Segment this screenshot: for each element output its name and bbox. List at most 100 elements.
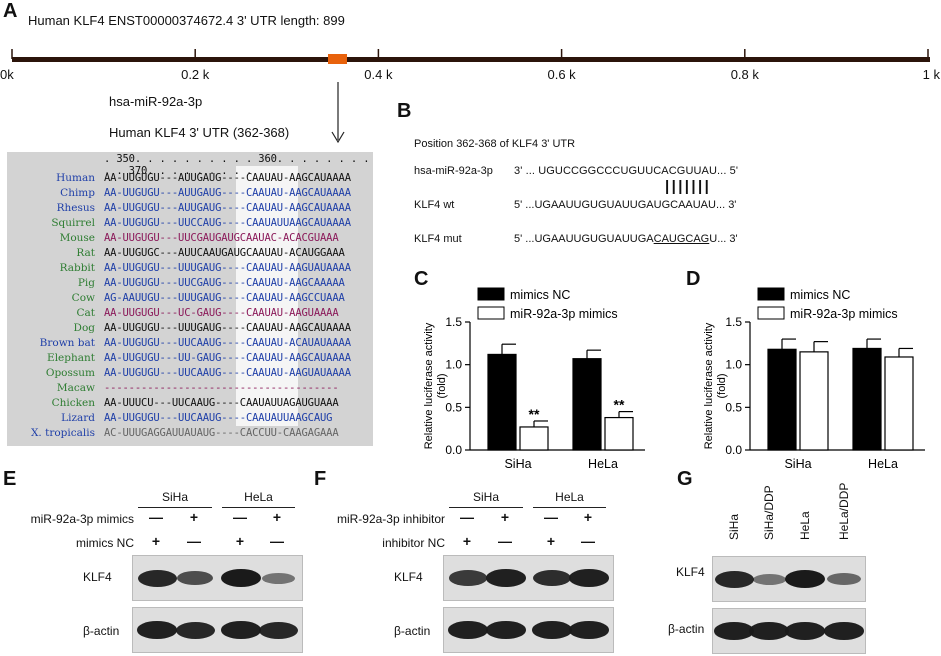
blot-band <box>177 571 213 585</box>
legend-swatch <box>757 306 785 320</box>
species-name: X. tropicalis <box>30 427 95 439</box>
treatment-sign: + <box>189 509 199 525</box>
bar <box>884 356 914 451</box>
y-tick-label: 1.5 <box>445 315 462 329</box>
y-tick-label: 0.5 <box>445 400 462 414</box>
utr-tick-label: 0.8 k <box>730 67 759 82</box>
species-name: Mouse <box>59 232 95 244</box>
conservation-alignment: . 350. . . . . . . . . . 360. . . . . . … <box>7 152 373 446</box>
blot-band <box>752 573 786 585</box>
alignment-row: Dog AA-UUGUGU---UUUGAUG----CAAUAU-AAGCAUA… <box>7 321 373 336</box>
panel-a-header: Human KLF4 ENST00000374672.4 3' UTR leng… <box>28 13 345 28</box>
alignment-row: Rabbit AA-UUGUGU---UUUGAUG----CAAUAU-AAGU… <box>7 261 373 276</box>
species-sequence: AA-UUGUGU---UU-GAUG----CAAUAU-AAGCAUAAAA <box>104 352 351 364</box>
control-sign: — <box>187 533 201 549</box>
blot-band <box>175 621 215 639</box>
bar <box>799 351 829 451</box>
alignment-row: Cat AA-UUGUGU---UC-GAUG----CAAUAU-AAGUAAA… <box>7 306 373 321</box>
wt-label: KLF4 wt <box>414 199 455 211</box>
species-sequence: AA-UUGUGU---AUUGAUG----CAAUAU-AAGCAUAAAA <box>104 172 351 184</box>
mut-sequence: 5' ...UGAAUUGUGUAUUGACAUGCAGU... 3' <box>514 233 738 245</box>
alignment-row: Chimp AA-UUGUGU---AUUGAUG----CAAUAU-AAGCA… <box>7 186 373 201</box>
lane-label: SiHa <box>727 513 741 540</box>
y-axis-label-unit: (fold) <box>716 373 728 398</box>
blot-band <box>569 621 609 639</box>
species-name: Dog <box>73 322 95 334</box>
klf4-blot <box>132 555 303 601</box>
species-name: Rabbit <box>59 262 95 274</box>
y-tick-label: 0.0 <box>725 443 742 457</box>
cell-group-line <box>222 507 295 508</box>
blot-band <box>486 569 526 587</box>
mut-seq-prefix: 5' ...UGAAUUGUGUAUUGA <box>514 233 654 245</box>
alignment-row: Squirrel AA-UUGUGU---UUCCAUG----CAAUAUUAA… <box>7 216 373 231</box>
legend-swatch <box>477 287 505 301</box>
species-sequence: AG-AAUUGU---UUUGAUG----CAAUAU-AAGCCUAAA <box>104 292 345 304</box>
legend-entry: mimics NC <box>790 288 850 302</box>
species-name: Chimp <box>60 187 95 199</box>
x-tick-label: SiHa <box>784 457 811 470</box>
bar <box>604 416 634 451</box>
blot-band <box>137 621 177 639</box>
species-name: Lizard <box>61 412 95 424</box>
species-sequence: AA-UUGUGU---UC-GAUG----CAAUAU-AAGUAAAA <box>104 307 339 319</box>
mut-label: KLF4 mut <box>414 233 462 245</box>
treatment-sign: — <box>460 509 474 525</box>
blot-band <box>714 622 754 640</box>
species-sequence: AA-UUGUGU---AUUGAUG----CAAUAU-AAGCAUAAAA <box>104 187 351 199</box>
blot-band <box>221 569 261 587</box>
cell-line-label: SiHa <box>161 490 188 504</box>
panel-f-label: F <box>314 468 327 490</box>
species-name: Elephant <box>47 352 95 364</box>
alignment-row: Macaw -----------------------------------… <box>7 381 373 396</box>
legend-swatch <box>757 287 785 301</box>
lane-label: HeLa/DDP <box>837 482 851 540</box>
utr-tick-label: 0.6 k <box>547 67 576 82</box>
treatment-sign: — <box>149 509 163 525</box>
mirna-sequence: 3' ... UGUCCGGCCCUGUUCACGUUAU... 5' <box>514 165 739 177</box>
species-sequence: AA-UUGUGU---UUCCAUG----CAAUAUUAAGCAUAAAA <box>104 217 351 229</box>
utr-bar <box>12 57 930 62</box>
control-sign: + <box>462 533 472 549</box>
treatment-sign: + <box>500 509 510 525</box>
species-name: Opossum <box>45 367 95 379</box>
treatment-sign: + <box>583 509 593 525</box>
treatment-label: miR-92a-3p inhibitor <box>336 512 445 526</box>
blot-band <box>137 569 177 587</box>
species-sequence: AC-UUUGAGGAUUAUAUG----CACCUU-CAAGAGAAA <box>104 427 339 439</box>
y-axis-label: Relative luciferase activity <box>423 322 435 449</box>
significance-label: ** <box>529 406 540 422</box>
legend-entry: mimics NC <box>510 288 570 302</box>
panel-g-label: G <box>677 468 693 490</box>
control-sign: + <box>235 533 245 549</box>
y-tick-label: 0.0 <box>445 443 462 457</box>
target-site-label: Human KLF4 3' UTR (362-368) <box>109 125 290 140</box>
treatment-sign: — <box>544 509 558 525</box>
blot-label-actin: β-actin <box>668 622 705 636</box>
panel-b-title: Position 362-368 of KLF4 3' UTR <box>414 138 576 150</box>
species-name: Chicken <box>51 397 95 409</box>
species-name: Cow <box>71 292 95 304</box>
bar <box>767 348 797 451</box>
treatment-label: miR-92a-3p mimics <box>30 512 134 526</box>
utr-tick-label: 0.2 k <box>181 67 210 82</box>
control-sign: — <box>270 533 284 549</box>
actin-blot <box>443 607 614 653</box>
cell-line-label: HeLa <box>244 490 273 504</box>
y-tick-label: 0.5 <box>725 400 742 414</box>
blot-band <box>448 621 488 639</box>
blot-band <box>824 622 864 640</box>
treatment-sign: — <box>233 509 247 525</box>
arrow-down-icon <box>331 82 345 144</box>
base-pairing: ||||||| <box>665 178 712 195</box>
alignment-row: Brown bat AA-UUGUGU---UUCAAUG----CAAUAU-A… <box>7 336 373 351</box>
species-sequence: AA-UUGUGU---UUUGAUG----CAAUAU-AAGCAUAAAA <box>104 322 351 334</box>
mirna-name: hsa-miR-92a-3p <box>109 94 203 109</box>
y-tick-label: 1.0 <box>445 358 462 372</box>
alignment-row: Lizard AA-UUGUGU---UUCAAUG----CAAUAUUAAGC… <box>7 411 373 426</box>
alignment-row: Pig AA-UUGUGU---UUCGAUG----CAAUAU-AAGCAAA… <box>7 276 373 291</box>
alignment-row: Rat AA-UUGUGC---AUUCAAUGAUGCAAUAU-ACAUGGA… <box>7 246 373 261</box>
species-name: Rhesus <box>56 202 95 214</box>
blot-band <box>827 573 861 585</box>
species-sequence: AA-UUGUGU---UUCGAUGAUGCAAUAC-ACACGUAAA <box>104 232 339 244</box>
